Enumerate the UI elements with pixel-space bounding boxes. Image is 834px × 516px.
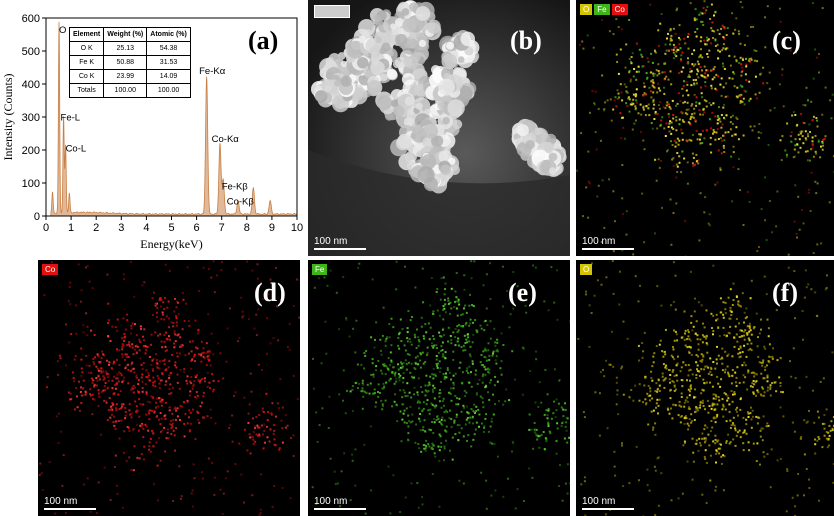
- detector-badge: [314, 5, 350, 18]
- y-axis-label: Intensity (Counts): [1, 74, 15, 161]
- spectrum-series: [46, 21, 298, 217]
- x-tick-label: 0: [43, 222, 49, 234]
- scale-bar: 100 nm: [314, 236, 366, 250]
- edx-spectrum-panel: 0 1 2 3 4 5 6 7 8 9 10 0 100 200 300 400 500 600 Energy(ke…: [0, 0, 305, 256]
- scale-bar-line: [314, 508, 366, 510]
- table-row: Fe K 50.88 31.53: [68, 55, 191, 70]
- table-cell: 31.53: [146, 55, 191, 70]
- panel-label-c: (c): [772, 26, 801, 55]
- table-cell: 14.09: [146, 69, 191, 84]
- table-row: O K 25.13 54.38: [68, 41, 191, 56]
- legend-chip-co: Co: [42, 264, 59, 275]
- table-cell: Co K: [68, 69, 105, 84]
- co-map-image: [38, 260, 300, 516]
- element-signal: [311, 260, 570, 515]
- x-tick-label: 10: [291, 222, 303, 234]
- fe-map-image: [311, 260, 570, 515]
- stem-image-panel: (b) 100 nm: [308, 0, 570, 256]
- panel-label-a: (a): [248, 26, 279, 55]
- scale-bar-label: 100 nm: [44, 496, 78, 507]
- table-cell: 54.38: [146, 41, 191, 56]
- scale-bar-line: [582, 248, 634, 250]
- co-map-panel: Co (d) 100 nm: [38, 260, 300, 516]
- stem-image: [308, 0, 570, 256]
- table-cell: Totals: [68, 83, 105, 98]
- x-tick-label: 1: [68, 222, 74, 234]
- peak-annotation: Fe-Kα: [199, 66, 226, 77]
- x-axis-label: Energy(keV): [140, 237, 202, 251]
- scale-bar: 100 nm: [582, 236, 634, 250]
- o-map-image: [577, 260, 834, 516]
- y-tick-label: 400: [22, 79, 40, 91]
- peak-annotation: Co-Kα: [212, 134, 240, 145]
- table-cell: 100.00: [103, 83, 148, 98]
- peak-annotation: Fe-Kβ: [222, 182, 249, 193]
- panel-label-e: (e): [508, 278, 537, 307]
- x-tick-label: 8: [244, 222, 250, 234]
- peak-annotation: Fe-L: [61, 112, 81, 123]
- element-legend: O Fe Co: [580, 4, 628, 15]
- x-tick-label: 3: [118, 222, 124, 234]
- y-tick-label: 300: [22, 112, 40, 124]
- support-film: [308, 150, 570, 256]
- y-tick-label: 500: [22, 46, 40, 58]
- scale-bar-label: 100 nm: [314, 496, 348, 507]
- panel-label-f: (f): [772, 278, 798, 307]
- panel-label-d: (d): [254, 278, 286, 307]
- table-cell: 25.13: [103, 41, 148, 56]
- o-map-panel: O (f) 100 nm: [576, 260, 834, 516]
- fe-map-panel: Fe (e) 100 nm: [308, 260, 570, 516]
- legend-chip-fe: Fe: [312, 264, 328, 275]
- element-legend: Co: [42, 264, 59, 275]
- composition-table: Element Weight (%) Atomic (%) O K 25.13 …: [68, 27, 191, 98]
- legend-chip-o: O: [580, 264, 593, 275]
- scale-bar-line: [314, 248, 366, 250]
- legend-chip-o: O: [580, 4, 593, 15]
- table-header: Atomic (%): [146, 27, 191, 42]
- table-row: Totals 100.00 100.00: [68, 83, 191, 98]
- scale-bar-label: 100 nm: [314, 236, 348, 247]
- scale-bar-label: 100 nm: [582, 236, 616, 247]
- x-tick-label: 9: [269, 222, 275, 234]
- x-tick-label: 5: [168, 222, 174, 234]
- scale-bar: 100 nm: [582, 496, 634, 510]
- peak-annotation: Co-Kβ: [227, 196, 255, 207]
- legend-chip-fe: Fe: [594, 4, 610, 15]
- table-header-row: Element Weight (%) Atomic (%): [68, 27, 191, 42]
- element-signal: [38, 260, 300, 516]
- table-cell: 23.99: [103, 69, 148, 84]
- overlay-map-panel: O Fe Co (c) 100 nm: [576, 0, 834, 256]
- element-signal: [577, 260, 834, 516]
- table-cell: O K: [68, 41, 105, 56]
- overlay-map-image: [576, 0, 834, 256]
- x-tick-label: 6: [194, 222, 200, 234]
- scale-bar: 100 nm: [314, 496, 366, 510]
- table-header: Weight (%): [103, 27, 148, 42]
- table-cell: 50.88: [103, 55, 148, 70]
- x-tick-label: 7: [219, 222, 225, 234]
- table-cell: 100.00: [146, 83, 191, 98]
- element-legend: O: [580, 264, 593, 275]
- peak-annotation: O: [59, 25, 66, 36]
- peak-annotation: Co-L: [66, 144, 87, 155]
- scale-bar-label: 100 nm: [582, 496, 616, 507]
- y-tick-label: 200: [22, 145, 40, 157]
- panel-label-b: (b): [510, 26, 542, 55]
- y-tick-label: 0: [34, 211, 40, 223]
- x-tick-label: 2: [93, 222, 99, 234]
- table-cell: Fe K: [68, 55, 105, 70]
- legend-chip-co: Co: [611, 4, 628, 15]
- y-tick-label: 100: [22, 178, 40, 190]
- table-header: Element: [68, 27, 105, 42]
- edx-spectrum-chart: 0 1 2 3 4 5 6 7 8 9 100100200300400500600Energy(ke…: [1, 13, 303, 251]
- scale-bar-line: [44, 508, 96, 510]
- x-tick-label: 4: [143, 222, 149, 234]
- nanoparticle-cluster: [311, 0, 567, 194]
- element-signal: [576, 0, 834, 256]
- y-tick-label: 600: [22, 13, 40, 25]
- table-row: Co K 23.99 14.09: [68, 69, 191, 84]
- element-legend: Fe: [312, 264, 328, 275]
- scale-bar: 100 nm: [44, 496, 96, 510]
- scale-bar-line: [582, 508, 634, 510]
